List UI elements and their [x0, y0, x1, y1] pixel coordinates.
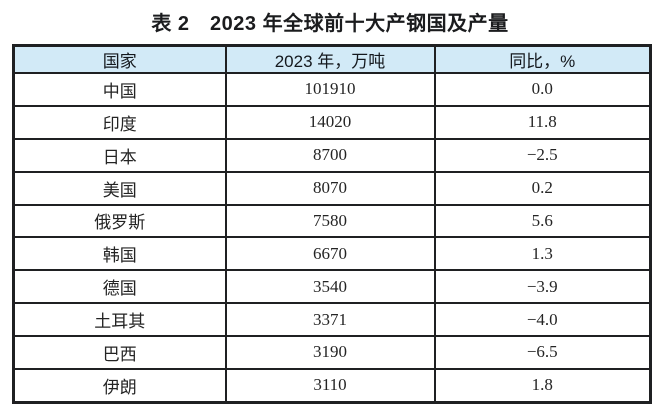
- yoy-cell: 0.0: [433, 72, 652, 107]
- table-row: 印度 14020 11.8: [12, 104, 652, 140]
- production-cell: 3110: [224, 367, 436, 404]
- yoy-cell: −6.5: [433, 335, 652, 370]
- yoy-cell: −2.5: [433, 137, 652, 173]
- country-cell: 土耳其: [12, 302, 227, 337]
- country-cell: 巴西: [12, 335, 227, 370]
- yoy-cell: 5.6: [433, 203, 652, 239]
- column-header-country: 国家: [12, 44, 227, 74]
- table-row: 巴西 3190 −6.5: [12, 335, 652, 370]
- table-row: 日本 8700 −2.5: [12, 137, 652, 173]
- production-cell: 8700: [224, 137, 436, 173]
- country-cell: 韩国: [12, 236, 227, 272]
- country-cell: 日本: [12, 137, 227, 173]
- production-cell: 14020: [224, 104, 436, 140]
- country-cell: 中国: [12, 72, 227, 107]
- table-row: 土耳其 3371 −4.0: [12, 302, 652, 337]
- production-cell: 6670: [224, 236, 436, 272]
- country-cell: 伊朗: [12, 367, 227, 404]
- table-row: 德国 3540 −3.9: [12, 269, 652, 305]
- production-cell: 3540: [224, 269, 436, 305]
- table-title: 表 2 2023 年全球前十大产钢国及产量: [151, 13, 509, 35]
- yoy-cell: −4.0: [433, 302, 652, 337]
- production-cell: 3190: [224, 335, 436, 370]
- table-row: 中国 101910 0.0: [12, 72, 652, 107]
- table-row: 伊朗 3110 1.8: [12, 367, 652, 404]
- production-cell: 3371: [224, 302, 436, 337]
- yoy-cell: 1.8: [433, 367, 652, 404]
- country-cell: 印度: [12, 104, 227, 140]
- column-header-production: 2023 年，万吨: [224, 44, 436, 74]
- yoy-cell: −3.9: [433, 269, 652, 305]
- country-cell: 俄罗斯: [12, 203, 227, 239]
- table-row: 俄罗斯 7580 5.6: [12, 203, 652, 239]
- column-header-yoy: 同比，%: [433, 44, 652, 74]
- table-row: 美国 8070 0.2: [12, 170, 652, 206]
- yoy-cell: 0.2: [433, 170, 652, 206]
- production-cell: 101910: [224, 72, 436, 107]
- table-row: 韩国 6670 1.3: [12, 236, 652, 272]
- country-cell: 美国: [12, 170, 227, 206]
- production-cell: 7580: [224, 203, 436, 239]
- country-cell: 德国: [12, 269, 227, 305]
- steel-production-table: 国家 2023 年，万吨 同比，% 中国 101910 0.0 印度 14020…: [12, 44, 652, 404]
- header-row: 国家 2023 年，万吨 同比，%: [12, 44, 652, 74]
- yoy-cell: 1.3: [433, 236, 652, 272]
- yoy-cell: 11.8: [433, 104, 652, 140]
- production-cell: 8070: [224, 170, 436, 206]
